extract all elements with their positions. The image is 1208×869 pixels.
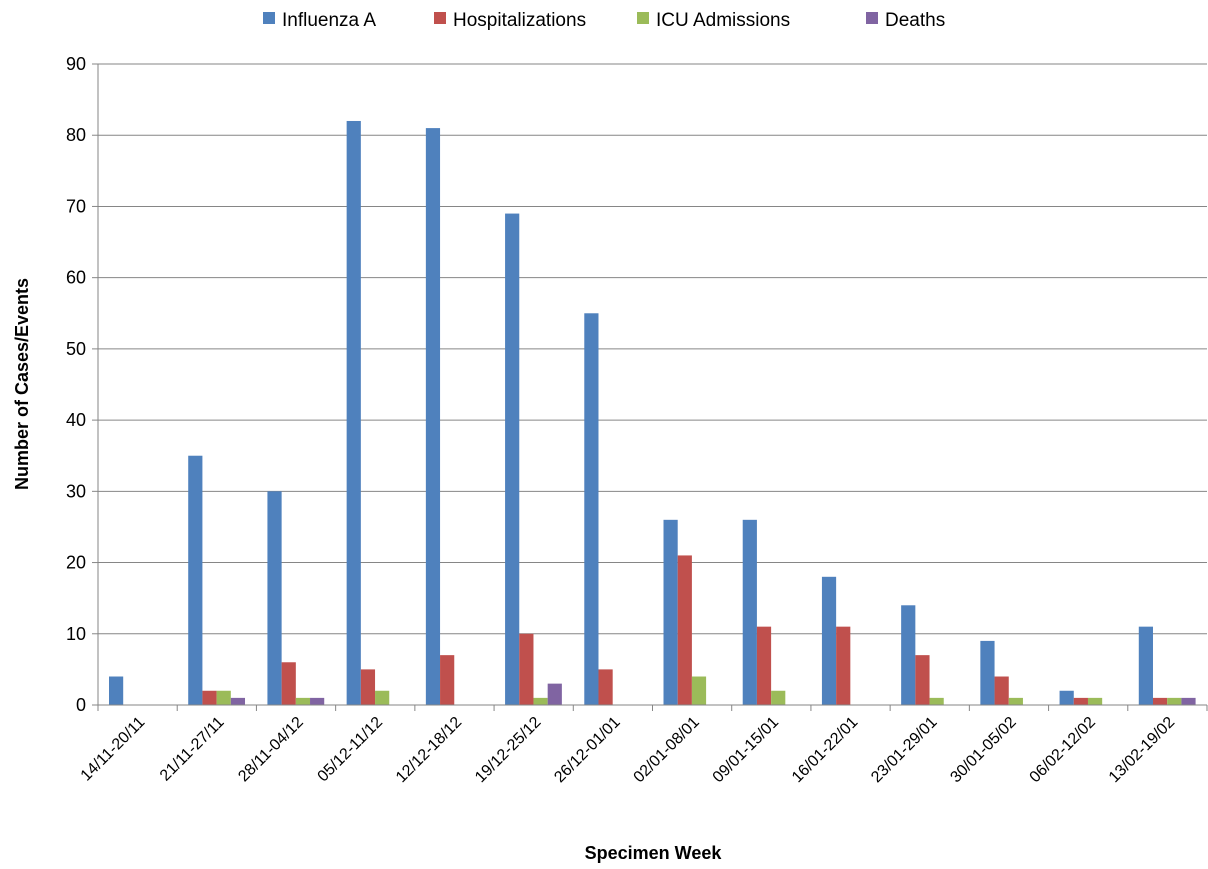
y-tick-label: 30: [66, 481, 86, 501]
bar-deaths-1: [230, 697, 246, 705]
bar-influenza-a-2: [267, 491, 282, 705]
bar-influenza-a-6: [584, 313, 599, 705]
legend-swatch: [434, 12, 446, 24]
bar-icu-admissions-12: [1087, 697, 1103, 705]
legend-label: ICU Admissions: [656, 10, 790, 31]
bar-influenza-a-1: [188, 455, 203, 705]
bar-hospitalizations-7: [677, 555, 692, 705]
bar-hospitalizations-5: [519, 633, 534, 705]
bar-hospitalizations-2: [281, 662, 296, 705]
x-tick-label: 02/01-08/01: [631, 714, 703, 786]
legend-label: Influenza A: [282, 10, 376, 31]
y-tick-label: 50: [66, 339, 86, 359]
bar-hospitalizations-6: [598, 669, 613, 705]
bar-hospitalizations-10: [915, 655, 930, 705]
bar-influenza-a-9: [821, 576, 837, 705]
x-tick-label: 26/12-01/01: [551, 714, 623, 786]
bar-hospitalizations-4: [440, 655, 455, 705]
y-tick-label: 90: [66, 54, 86, 74]
x-tick-label: 21/11-27/11: [157, 714, 228, 785]
bars: [109, 120, 1196, 706]
y-tick-label: 60: [66, 268, 86, 288]
y-tick-label: 10: [66, 624, 86, 644]
y-tick-label: 80: [66, 125, 86, 145]
bar-influenza-a-11: [980, 640, 995, 705]
bar-influenza-a-4: [425, 128, 441, 706]
bar-hospitalizations-13: [1152, 697, 1168, 705]
bar-influenza-a-5: [505, 213, 520, 706]
bar-hospitalizations-8: [756, 626, 772, 705]
x-axis-title: Specimen Week: [585, 843, 723, 863]
bar-influenza-a-8: [742, 519, 757, 705]
legend-swatch: [866, 12, 878, 24]
bar-icu-admissions-10: [929, 697, 944, 705]
gridlines: [98, 63, 1207, 635]
legend-label: Deaths: [885, 10, 945, 31]
bar-icu-admissions-3: [375, 690, 390, 705]
bar-influenza-a-0: [109, 676, 124, 705]
x-tick-label: 05/12-11/12: [315, 714, 387, 786]
bar-icu-admissions-11: [1008, 697, 1023, 705]
bar-influenza-a-7: [663, 519, 678, 705]
bar-influenza-a-13: [1138, 626, 1153, 705]
bar-influenza-a-10: [901, 605, 916, 705]
bar-icu-admissions-1: [216, 690, 231, 705]
bar-deaths-2: [310, 697, 325, 705]
x-tick-label: 30/01-05/02: [947, 714, 1019, 786]
x-tick-label: 09/01-15/01: [710, 714, 782, 786]
bar-hospitalizations-3: [360, 669, 376, 705]
bar-hospitalizations-11: [994, 676, 1009, 705]
x-tick-label: 16/01-22/01: [789, 714, 861, 786]
legend-swatch: [637, 12, 649, 24]
legend-label: Hospitalizations: [453, 10, 586, 31]
x-tick-label: 13/02-19/02: [1106, 714, 1178, 786]
bar-icu-admissions-8: [771, 690, 786, 705]
bar-influenza-a-12: [1059, 690, 1074, 705]
y-tick-label: 0: [76, 695, 86, 715]
legend: Influenza A Hospitalizations ICU Admission…: [263, 10, 945, 31]
x-tick-label: 19/12-25/12: [472, 714, 544, 786]
bar-icu-admissions-13: [1167, 697, 1182, 705]
y-tick-label: 70: [66, 196, 86, 216]
x-tick-label: 12/12-18/12: [393, 714, 465, 786]
bar-hospitalizations-1: [202, 690, 217, 705]
x-tick-label: 06/02-12/02: [1027, 714, 1099, 786]
y-tick-label: 20: [66, 553, 86, 573]
bar-icu-admissions-7: [691, 676, 707, 705]
bar-icu-admissions-5: [533, 697, 548, 705]
bar-hospitalizations-12: [1073, 697, 1088, 705]
y-axis-title: Number of Cases/Events: [12, 278, 32, 490]
x-tick-label: 23/01-29/01: [868, 714, 940, 786]
bar-deaths-5: [547, 683, 562, 705]
legend-swatch: [263, 12, 275, 24]
bar-hospitalizations-9: [836, 626, 851, 705]
bar-icu-admissions-2: [295, 697, 311, 705]
x-tick-label: 28/11-04/12: [235, 714, 307, 786]
x-tick-label: 14/11-20/11: [78, 714, 149, 785]
bar-influenza-a-3: [346, 120, 361, 705]
y-tick-label: 40: [66, 410, 86, 430]
bar-deaths-13: [1181, 697, 1196, 705]
